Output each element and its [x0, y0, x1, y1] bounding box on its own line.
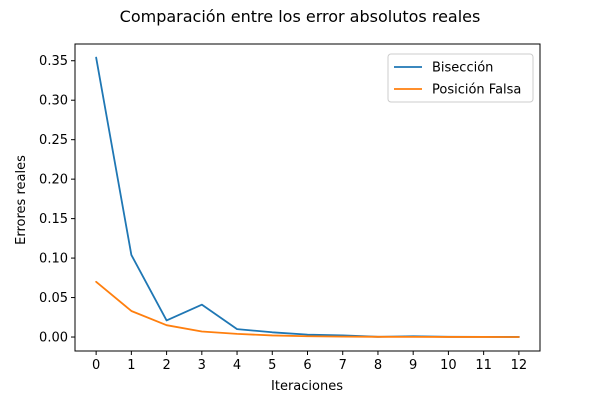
- x-tick-label: 6: [303, 358, 311, 373]
- y-tick-label: 0.35: [39, 54, 68, 69]
- y-tick-label: 0.00: [39, 331, 68, 346]
- y-axis: 0.00 0.05 0.10 0.15 0.20 0.25 0.30 0.35: [39, 54, 75, 346]
- x-tick-label: 10: [440, 358, 457, 373]
- legend: Bisección Posición Falsa: [387, 53, 534, 103]
- y-tick-label: 0.20: [39, 173, 68, 188]
- y-axis-label: Errores reales: [14, 155, 29, 245]
- x-tick-label: 9: [409, 358, 417, 373]
- x-tick-label: 7: [339, 358, 347, 373]
- x-tick-label: 0: [92, 358, 100, 373]
- chart-title: Comparación entre los error absolutos re…: [120, 7, 481, 26]
- x-tick-label: 2: [162, 358, 170, 373]
- legend-entry-label: Bisección: [432, 61, 493, 76]
- legend-entry-label: Posición Falsa: [432, 83, 521, 98]
- series-layer: [95, 56, 520, 338]
- x-axis: 0 1 2 3 4 5 6 7 8 9 10 11 12: [92, 351, 527, 373]
- y-tick-label: 0.05: [39, 291, 68, 306]
- y-tick-label: 0.10: [39, 252, 68, 267]
- x-tick-label: 5: [268, 358, 276, 373]
- legend-box: [387, 53, 534, 103]
- x-tick-label: 12: [511, 358, 528, 373]
- y-tick-label: 0.30: [39, 94, 68, 109]
- x-tick-label: 8: [374, 358, 382, 373]
- x-tick-label: 1: [127, 358, 135, 373]
- x-tick-label: 4: [233, 358, 241, 373]
- y-tick-label: 0.15: [39, 212, 68, 227]
- x-tick-label: 3: [198, 358, 206, 373]
- y-tick-label: 0.25: [39, 133, 68, 148]
- series-line-posicion-falsa: [95, 280, 520, 338]
- x-tick-label: 11: [475, 358, 492, 373]
- x-axis-label: Iteraciones: [271, 379, 343, 394]
